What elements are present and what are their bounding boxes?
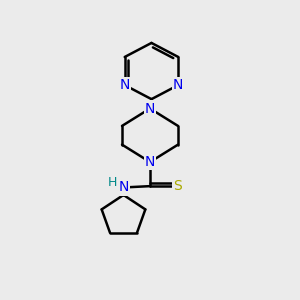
Text: N: N bbox=[119, 78, 130, 92]
Text: N: N bbox=[145, 155, 155, 169]
Text: N: N bbox=[118, 181, 129, 194]
Text: N: N bbox=[145, 101, 155, 116]
Text: S: S bbox=[174, 179, 182, 193]
Text: H: H bbox=[108, 176, 117, 189]
Text: N: N bbox=[173, 78, 183, 92]
